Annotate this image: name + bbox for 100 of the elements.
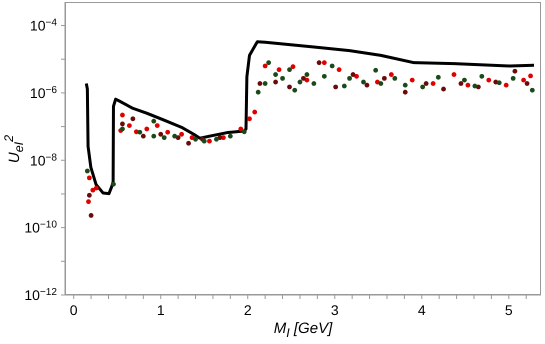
point [524, 81, 530, 86]
point [130, 116, 136, 122]
point [126, 123, 132, 128]
y-tick-label: 10$^{−10}$ [24, 219, 58, 236]
point [258, 81, 262, 86]
point [402, 82, 408, 88]
x-axis-title: M$_{I}$ [GeV] [272, 320, 334, 340]
point [496, 80, 502, 86]
point [140, 134, 146, 139]
point [316, 60, 322, 66]
x-tick-label: 1 [156, 302, 165, 318]
point [262, 64, 268, 68]
point [137, 130, 142, 135]
point [86, 199, 91, 204]
point [342, 84, 347, 88]
point [214, 136, 219, 142]
point [247, 116, 252, 122]
point [330, 64, 335, 68]
point [287, 67, 292, 72]
point [388, 72, 394, 77]
point [276, 67, 282, 72]
y-tick-label: 10$^{−8}$ [30, 152, 58, 168]
point [350, 72, 356, 77]
point [256, 90, 261, 95]
point [458, 81, 464, 86]
point [144, 126, 150, 132]
point [361, 80, 366, 84]
point [322, 74, 327, 79]
point [311, 81, 316, 86]
point [304, 72, 310, 77]
point [466, 82, 470, 88]
point [120, 122, 125, 126]
point [392, 76, 398, 81]
point [322, 60, 327, 66]
y-tick-label: 10$^{−12}$ [24, 286, 58, 303]
point [162, 135, 167, 140]
point [111, 182, 116, 187]
point [86, 192, 92, 198]
point [84, 168, 90, 174]
point [452, 72, 456, 77]
point [262, 81, 268, 86]
point [512, 68, 518, 74]
point [238, 126, 244, 132]
point [347, 76, 352, 81]
point [165, 130, 170, 135]
point [301, 76, 306, 81]
y-tick-label: 10$^{−6}$ [30, 84, 58, 101]
point [420, 84, 426, 90]
point [88, 213, 94, 218]
point [504, 82, 509, 88]
x-tick-label: 4 [418, 302, 426, 318]
point [90, 188, 96, 193]
point [373, 68, 378, 73]
point [333, 84, 338, 90]
point [186, 140, 191, 146]
point [292, 88, 298, 93]
x-tick-label: 2 [244, 302, 252, 318]
point [86, 175, 92, 180]
point [336, 67, 342, 72]
x-tick-label: 0 [70, 302, 78, 318]
point [479, 74, 484, 79]
point [266, 60, 272, 66]
point [228, 134, 233, 139]
point [287, 84, 292, 90]
point [298, 80, 302, 84]
point [364, 82, 370, 88]
point [521, 78, 526, 82]
point [273, 72, 278, 77]
point [441, 86, 446, 92]
point [179, 132, 184, 137]
x-tick-label: 3 [330, 302, 339, 318]
line-series [84, 40, 536, 196]
point [424, 81, 429, 86]
y-tick-label: 10$^{−4}$ [30, 17, 58, 34]
point [158, 132, 164, 137]
point [120, 112, 125, 118]
point [472, 84, 478, 88]
point [280, 76, 285, 81]
point [354, 74, 359, 79]
point [382, 76, 387, 81]
x-tick-label: 5 [504, 302, 513, 318]
point [154, 123, 160, 128]
point [193, 136, 198, 142]
point [273, 80, 278, 84]
point [151, 134, 156, 139]
point [252, 110, 258, 114]
point [410, 78, 415, 82]
point [510, 76, 516, 81]
point [402, 90, 408, 95]
point [436, 74, 441, 80]
point [290, 64, 296, 70]
point [530, 88, 535, 93]
point [528, 73, 533, 78]
point [430, 81, 436, 86]
point [172, 134, 178, 139]
point [94, 186, 99, 190]
point [462, 78, 467, 82]
point [242, 129, 247, 134]
point [151, 118, 156, 124]
point [486, 78, 492, 82]
